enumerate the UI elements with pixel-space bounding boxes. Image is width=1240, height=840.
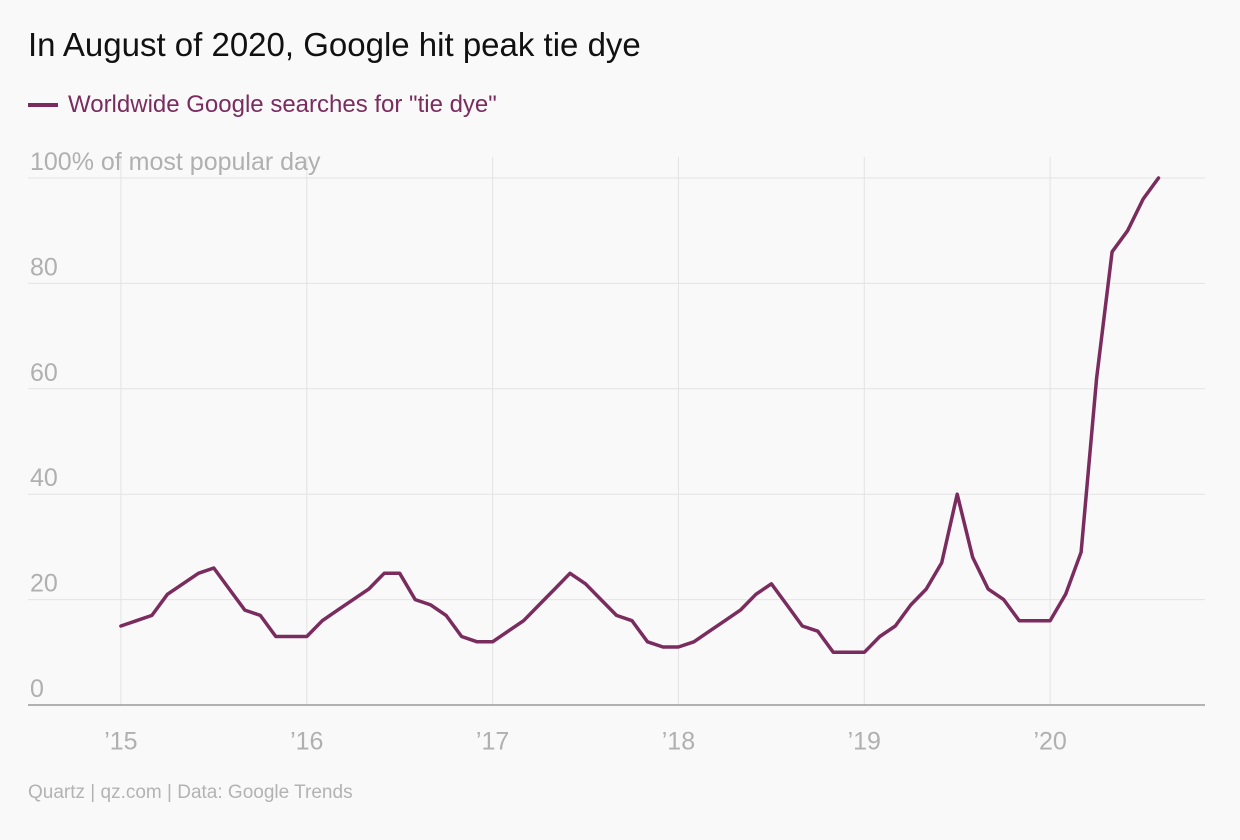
legend-label: Worldwide Google searches for "tie dye"	[68, 91, 497, 118]
source-footer: Quartz | qz.com | Data: Google Trends	[28, 782, 353, 803]
y-tick-label: 80	[30, 253, 58, 281]
x-tick-label: ’19	[848, 728, 881, 756]
x-tick-label: ’15	[104, 728, 137, 756]
series-line	[119, 176, 1161, 655]
y-tick-label: 40	[30, 464, 58, 492]
legend-swatch	[28, 103, 58, 107]
y-tick-label: 60	[30, 359, 58, 387]
x-tick-label: ’18	[662, 728, 695, 756]
x-tick-label: ’17	[476, 728, 509, 756]
y-tick-label: 100% of most popular day	[30, 148, 321, 176]
y-tick-label: 20	[30, 570, 58, 598]
x-tick-label: ’20	[1033, 728, 1066, 756]
legend: Worldwide Google searches for "tie dye"	[28, 88, 497, 122]
x-tick-label: ’16	[290, 728, 323, 756]
y-tick-label: 0	[30, 675, 44, 703]
chart-title: In August of 2020, Google hit peak tie d…	[28, 26, 641, 63]
